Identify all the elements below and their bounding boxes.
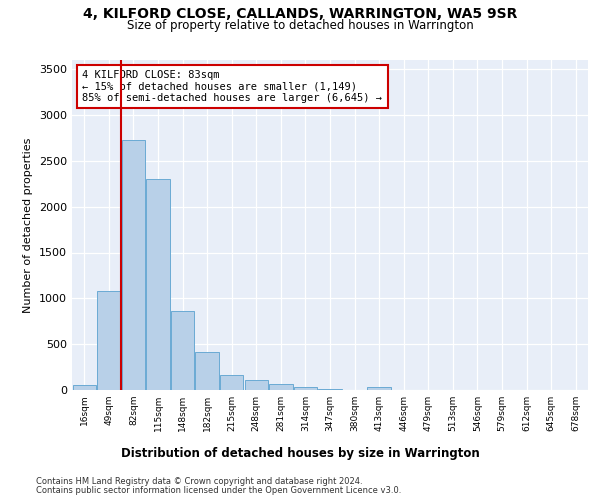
Text: 4 KILFORD CLOSE: 83sqm
← 15% of detached houses are smaller (1,149)
85% of semi-: 4 KILFORD CLOSE: 83sqm ← 15% of detached… xyxy=(82,70,382,103)
Bar xyxy=(245,380,268,390)
Text: Contains HM Land Registry data © Crown copyright and database right 2024.: Contains HM Land Registry data © Crown c… xyxy=(36,477,362,486)
Text: Distribution of detached houses by size in Warrington: Distribution of detached houses by size … xyxy=(121,448,479,460)
Bar xyxy=(146,179,170,390)
Text: 4, KILFORD CLOSE, CALLANDS, WARRINGTON, WA5 9SR: 4, KILFORD CLOSE, CALLANDS, WARRINGTON, … xyxy=(83,8,517,22)
Bar xyxy=(294,387,317,390)
Bar xyxy=(196,352,219,390)
Text: Size of property relative to detached houses in Warrington: Size of property relative to detached ho… xyxy=(127,18,473,32)
Bar xyxy=(319,389,341,390)
Bar xyxy=(171,311,194,390)
Bar xyxy=(73,384,96,390)
Bar xyxy=(367,387,391,390)
Bar xyxy=(220,376,244,390)
Bar xyxy=(97,290,121,390)
Text: Contains public sector information licensed under the Open Government Licence v3: Contains public sector information licen… xyxy=(36,486,401,495)
Bar xyxy=(122,140,145,390)
Bar xyxy=(269,384,293,390)
Y-axis label: Number of detached properties: Number of detached properties xyxy=(23,138,34,312)
